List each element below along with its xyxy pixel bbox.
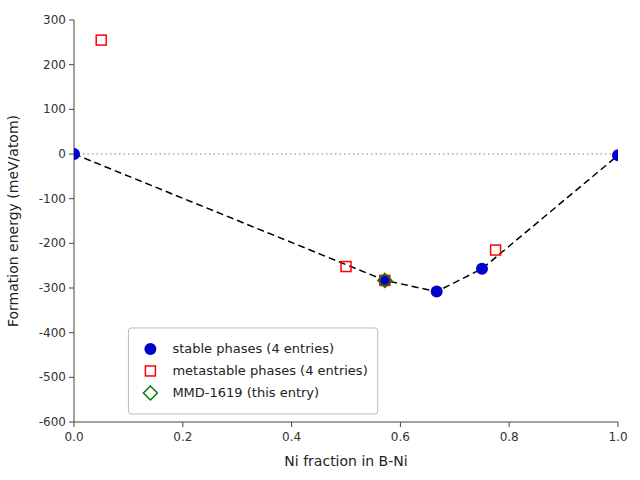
marker-circle — [379, 274, 391, 286]
y-tick — [69, 64, 74, 65]
y-tick-label: -600 — [39, 415, 66, 429]
y-tick-label: 300 — [43, 13, 66, 27]
x-tick-label: 1.0 — [608, 430, 627, 444]
marker-circle — [612, 149, 618, 161]
legend-swatch — [145, 366, 155, 376]
x-tick-label: 0.2 — [173, 430, 192, 444]
x-tick — [509, 422, 510, 427]
x-tick — [291, 422, 292, 427]
y-tick-label: 0 — [58, 147, 66, 161]
x-axis-label: Ni fraction in B-Ni — [284, 453, 407, 469]
x-tick-label: 0.6 — [391, 430, 410, 444]
y-tick — [69, 288, 74, 289]
y-tick-label: -400 — [39, 326, 66, 340]
legend-label: metastable phases (4 entries) — [172, 363, 367, 378]
chart: 0.0 0.2 0.4 0.6 0.8 1.0 -600 -500 -400 -300 -200 -1… — [0, 0, 640, 480]
marker-circle — [74, 148, 80, 160]
x-tick-label: 0.8 — [500, 430, 519, 444]
x-tick-label: 0.0 — [64, 430, 83, 444]
marker-square — [341, 262, 351, 272]
x-tick — [74, 422, 75, 427]
y-tick — [69, 198, 74, 199]
series-points — [378, 273, 392, 287]
x-tick — [400, 422, 401, 427]
marker-diamond — [378, 273, 392, 287]
marker-square — [491, 245, 501, 255]
page: {"chart_data": { "type": "scatter", "tit… — [0, 0, 640, 480]
legend-items: stable phases (4 entries) metastable phas… — [143, 341, 367, 400]
y-tick-label: 100 — [43, 102, 66, 116]
legend-swatch — [144, 343, 156, 355]
series-points — [96, 35, 500, 285]
y-tick — [69, 243, 74, 244]
marker-circle — [476, 263, 488, 275]
legend-swatch — [143, 386, 157, 400]
legend-box — [128, 328, 377, 414]
marker-square — [96, 35, 106, 45]
series-points — [74, 148, 618, 298]
plot-area — [74, 35, 618, 297]
y-tick-label: 200 — [43, 58, 66, 72]
y-tick — [69, 154, 74, 155]
legend: stable phases (4 entries) metastable phas… — [128, 328, 377, 414]
reference-line — [74, 153, 618, 154]
y-tick-label: -300 — [39, 281, 66, 295]
legend-label: stable phases (4 entries) — [172, 341, 334, 356]
legend-label: MMD-1619 (this entry) — [172, 385, 319, 400]
hull-line — [74, 154, 618, 292]
y-axis-line — [74, 20, 75, 422]
y-tick — [69, 109, 74, 110]
x-tick-label: 0.4 — [282, 430, 301, 444]
y-tick-label: -500 — [39, 370, 66, 384]
y-axis-label: Formation energy (meV/atom) — [5, 115, 21, 327]
y-tick — [69, 377, 74, 378]
y-tick — [69, 422, 74, 423]
x-tick — [182, 422, 183, 427]
y-tick — [69, 20, 74, 21]
y-tick — [69, 332, 74, 333]
marker-circle — [431, 286, 443, 298]
y-tick-label: -100 — [39, 192, 66, 206]
x-tick — [618, 422, 619, 427]
x-axis-line — [74, 422, 618, 423]
y-tick-label: -200 — [39, 236, 66, 250]
